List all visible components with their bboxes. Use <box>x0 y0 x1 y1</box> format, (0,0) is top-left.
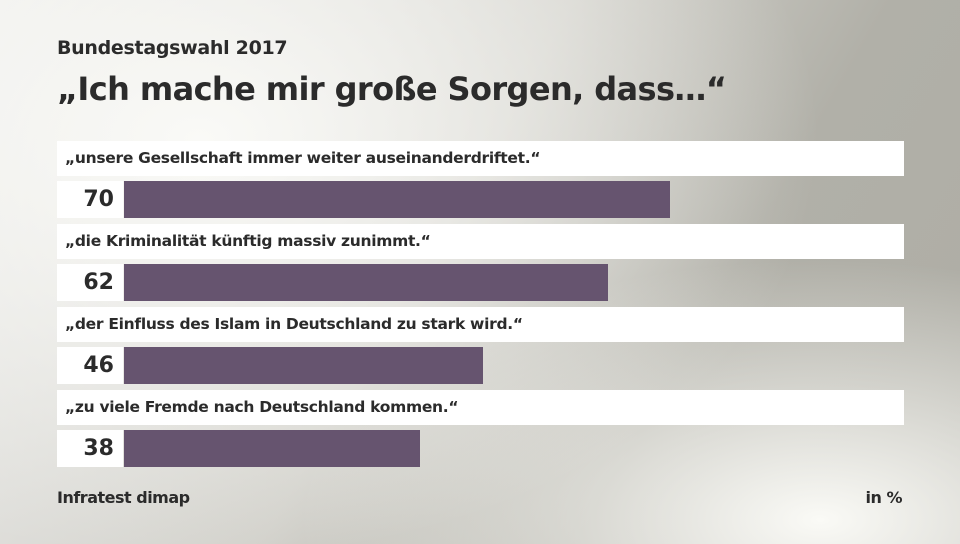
chart-item: „unsere Gesellschaft immer weiter ausein… <box>57 141 904 224</box>
value-row: 46 <box>57 347 904 384</box>
source-label: Infratest dimap <box>57 488 190 507</box>
bar <box>124 264 608 301</box>
value-row: 38 <box>57 430 904 467</box>
chart-item: „die Kriminalität künftig massiv zunimmt… <box>57 224 904 307</box>
item-label: „zu viele Fremde nach Deutschland kommen… <box>57 390 904 425</box>
value-label: 62 <box>57 264 123 301</box>
unit-label: in % <box>865 488 903 507</box>
value-label: 70 <box>57 181 123 218</box>
value-label: 38 <box>57 430 123 467</box>
item-label: „die Kriminalität künftig massiv zunimmt… <box>57 224 904 259</box>
bar <box>124 430 421 467</box>
bar-chart: „unsere Gesellschaft immer weiter ausein… <box>57 141 904 473</box>
bar <box>124 181 670 218</box>
value-row: 70 <box>57 181 904 218</box>
chart-item: „der Einfluss des Islam in Deutschland z… <box>57 307 904 390</box>
item-label: „der Einfluss des Islam in Deutschland z… <box>57 307 904 342</box>
chart-title: „Ich mache mir große Sorgen, dass…“ <box>57 70 727 108</box>
value-label: 46 <box>57 347 123 384</box>
value-row: 62 <box>57 264 904 301</box>
chart-item: „zu viele Fremde nach Deutschland kommen… <box>57 390 904 473</box>
item-label: „unsere Gesellschaft immer weiter ausein… <box>57 141 904 176</box>
bar <box>124 347 483 384</box>
chart-subtitle: Bundestagswahl 2017 <box>57 37 288 59</box>
